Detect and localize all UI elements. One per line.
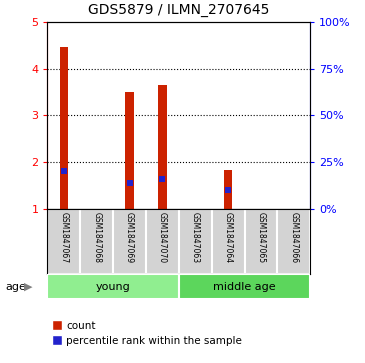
Bar — [126, 92, 134, 209]
Text: middle age: middle age — [213, 282, 276, 292]
Title: GDS5879 / ILMN_2707645: GDS5879 / ILMN_2707645 — [88, 3, 269, 17]
Bar — [47, 209, 80, 274]
Bar — [212, 209, 245, 274]
Bar — [47, 274, 179, 299]
Text: GSM1847069: GSM1847069 — [125, 212, 134, 263]
Bar — [245, 209, 277, 274]
Text: GSM1847063: GSM1847063 — [191, 212, 200, 263]
Legend: count, percentile rank within the sample: count, percentile rank within the sample — [53, 321, 242, 346]
Text: GSM1847066: GSM1847066 — [289, 212, 298, 263]
Bar — [158, 85, 166, 209]
Bar — [224, 170, 232, 209]
Bar — [179, 274, 310, 299]
Bar — [113, 209, 146, 274]
Text: GSM1847065: GSM1847065 — [257, 212, 265, 263]
Text: GSM1847070: GSM1847070 — [158, 212, 167, 263]
Bar — [179, 209, 212, 274]
Text: GSM1847068: GSM1847068 — [92, 212, 101, 263]
Bar — [60, 48, 68, 209]
Text: age: age — [5, 282, 26, 292]
Bar — [277, 209, 310, 274]
Text: young: young — [96, 282, 131, 292]
Text: ▶: ▶ — [24, 282, 33, 292]
Bar — [146, 209, 179, 274]
Text: GSM1847067: GSM1847067 — [59, 212, 68, 263]
Text: GSM1847064: GSM1847064 — [224, 212, 233, 263]
Bar — [80, 209, 113, 274]
